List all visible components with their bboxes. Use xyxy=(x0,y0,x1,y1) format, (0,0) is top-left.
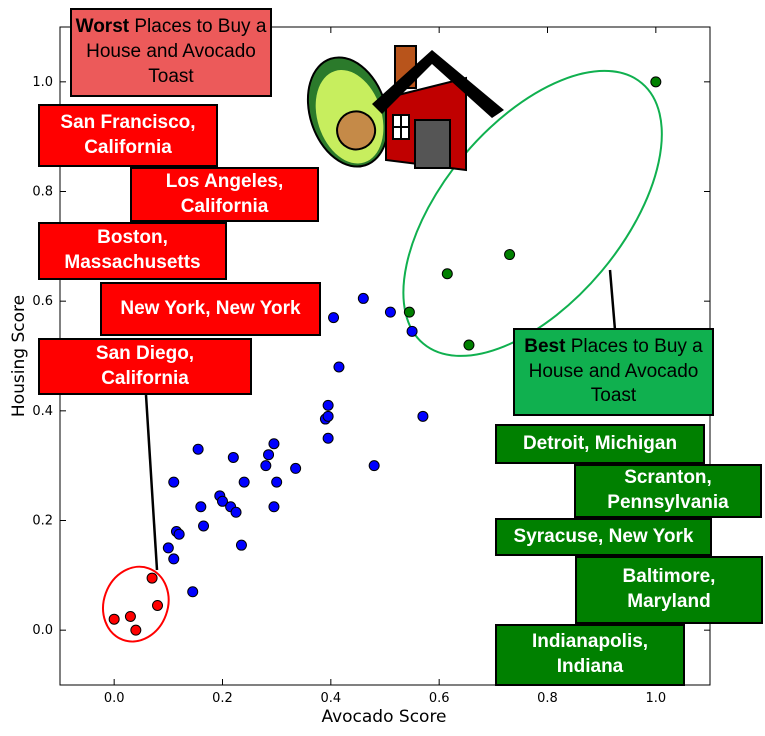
x-axis-title: Avocado Score xyxy=(321,707,446,727)
best-place-scranton: Scranton, Pennsylvania xyxy=(574,464,762,518)
worst-place-los-angeles: Los Angeles, California xyxy=(130,167,319,222)
worst-place-san-diego: San Diego, California xyxy=(38,338,252,395)
data-point xyxy=(108,613,120,625)
x-tick-label: 0.2 xyxy=(212,691,233,706)
data-point xyxy=(368,460,380,472)
data-point xyxy=(417,410,429,422)
data-point xyxy=(235,539,247,551)
worst-place-boston: Boston, Massachusetts xyxy=(38,222,227,280)
data-point xyxy=(130,624,142,636)
data-point xyxy=(192,443,204,455)
y-tick-label: 1.0 xyxy=(32,75,53,90)
data-point xyxy=(271,476,283,488)
data-point xyxy=(268,501,280,513)
data-point xyxy=(441,268,453,280)
data-point xyxy=(268,438,280,450)
worst-connector-line xyxy=(144,394,159,571)
x-tick-label: 1.0 xyxy=(645,691,666,706)
data-point xyxy=(328,312,340,324)
data-point xyxy=(195,501,207,513)
x-tick-label: 0.4 xyxy=(320,691,341,706)
best-place-indianapolis: Indianapolis, Indiana xyxy=(495,624,685,686)
worst-cluster-ellipse xyxy=(102,565,170,643)
data-point xyxy=(198,520,210,532)
data-point xyxy=(322,432,334,444)
data-point xyxy=(168,553,180,565)
x-tick-label: 0.0 xyxy=(104,691,125,706)
best-place-baltimore: Baltimore, Maryland xyxy=(575,556,763,624)
data-point xyxy=(403,306,415,318)
data-point xyxy=(187,586,199,598)
data-point xyxy=(124,610,136,622)
y-tick-label: 0.0 xyxy=(32,623,53,638)
best-places-title: Best Places to Buy a House and Avocado T… xyxy=(513,328,714,416)
best-place-detroit: Detroit, Michigan xyxy=(495,424,705,464)
data-point xyxy=(217,495,228,507)
worst-places-title: Worst Places to Buy a House and Avocado … xyxy=(70,8,272,97)
x-tick-label: 0.6 xyxy=(429,691,450,706)
x-tick-label: 0.8 xyxy=(537,691,558,706)
y-tick-label: 0.2 xyxy=(32,514,53,529)
worst-place-san-francisco: San Francisco, California xyxy=(38,104,218,167)
house-icon xyxy=(372,45,504,172)
best-place-syracuse: Syracuse, New York xyxy=(495,518,712,556)
data-point xyxy=(152,599,163,611)
data-point xyxy=(322,410,334,422)
data-point xyxy=(333,361,345,373)
data-point xyxy=(146,572,158,584)
data-point xyxy=(463,339,475,351)
data-point xyxy=(504,249,516,261)
data-point xyxy=(238,476,250,488)
data-point xyxy=(227,451,239,463)
data-point xyxy=(173,528,185,540)
data-point xyxy=(263,449,275,461)
data-point xyxy=(162,542,174,554)
y-tick-label: 0.4 xyxy=(32,404,53,419)
y-tick-label: 0.6 xyxy=(32,294,53,309)
data-point xyxy=(290,462,302,474)
best-title-bold: Best xyxy=(524,335,566,357)
data-point xyxy=(406,325,418,337)
worst-title-bold: Worst xyxy=(75,16,130,38)
data-point xyxy=(230,506,242,518)
best-connector-line xyxy=(608,269,617,331)
y-axis-title: Housing Score xyxy=(9,295,29,417)
data-point xyxy=(168,476,180,488)
data-point xyxy=(322,399,334,411)
data-point xyxy=(650,76,662,88)
data-point xyxy=(260,460,272,472)
worst-place-new-york: New York, New York xyxy=(100,282,321,336)
worst-title-rest: Places to Buy a House and Avocado Toast xyxy=(86,16,267,87)
best-title-rest: Places to Buy a House and Avocado Toast xyxy=(528,335,703,407)
data-point xyxy=(357,292,369,304)
y-tick-label: 0.8 xyxy=(32,185,53,200)
data-point xyxy=(384,306,396,318)
